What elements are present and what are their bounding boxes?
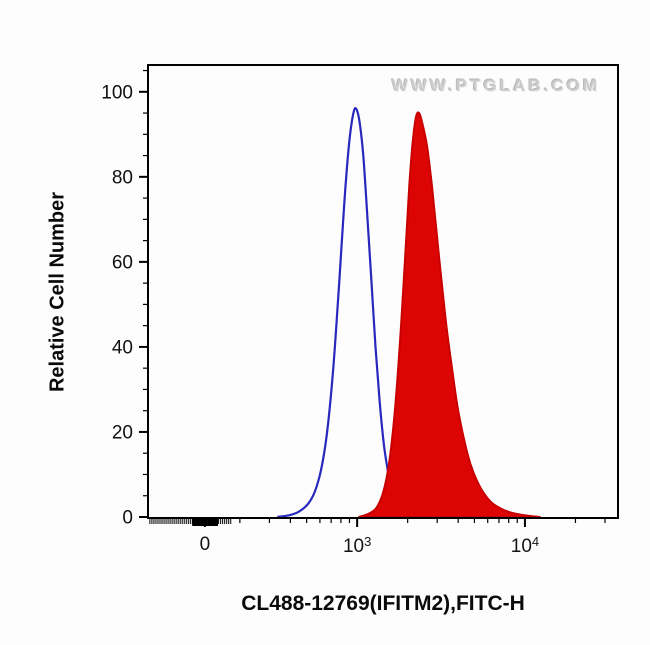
- y-tick-label: 40: [112, 337, 133, 358]
- x-tick-label: 103: [342, 534, 372, 557]
- cl488-ifitm2-filled-histogram: [358, 111, 541, 518]
- y-tick-label: 0: [122, 508, 133, 529]
- x-axis-label: CL488-12769(IFITM2),FITC-H: [241, 592, 525, 615]
- y-tick-label: 60: [112, 252, 133, 273]
- x-tick-label: 104: [510, 534, 540, 557]
- y-axis-label: Relative Cell Number: [46, 191, 69, 393]
- watermark: WWW.PTGLAB.COM: [391, 76, 600, 95]
- y-tick-label: 100: [101, 82, 133, 103]
- y-tick-label: 80: [112, 167, 133, 188]
- x-zero-tick-block: [192, 519, 219, 526]
- x-tick-exponent: 4: [531, 534, 540, 549]
- plot-frame: [147, 64, 619, 519]
- y-tick-label: 20: [112, 422, 133, 443]
- x-tick-label: 0: [199, 534, 211, 555]
- x-tick-exponent: 3: [364, 534, 372, 549]
